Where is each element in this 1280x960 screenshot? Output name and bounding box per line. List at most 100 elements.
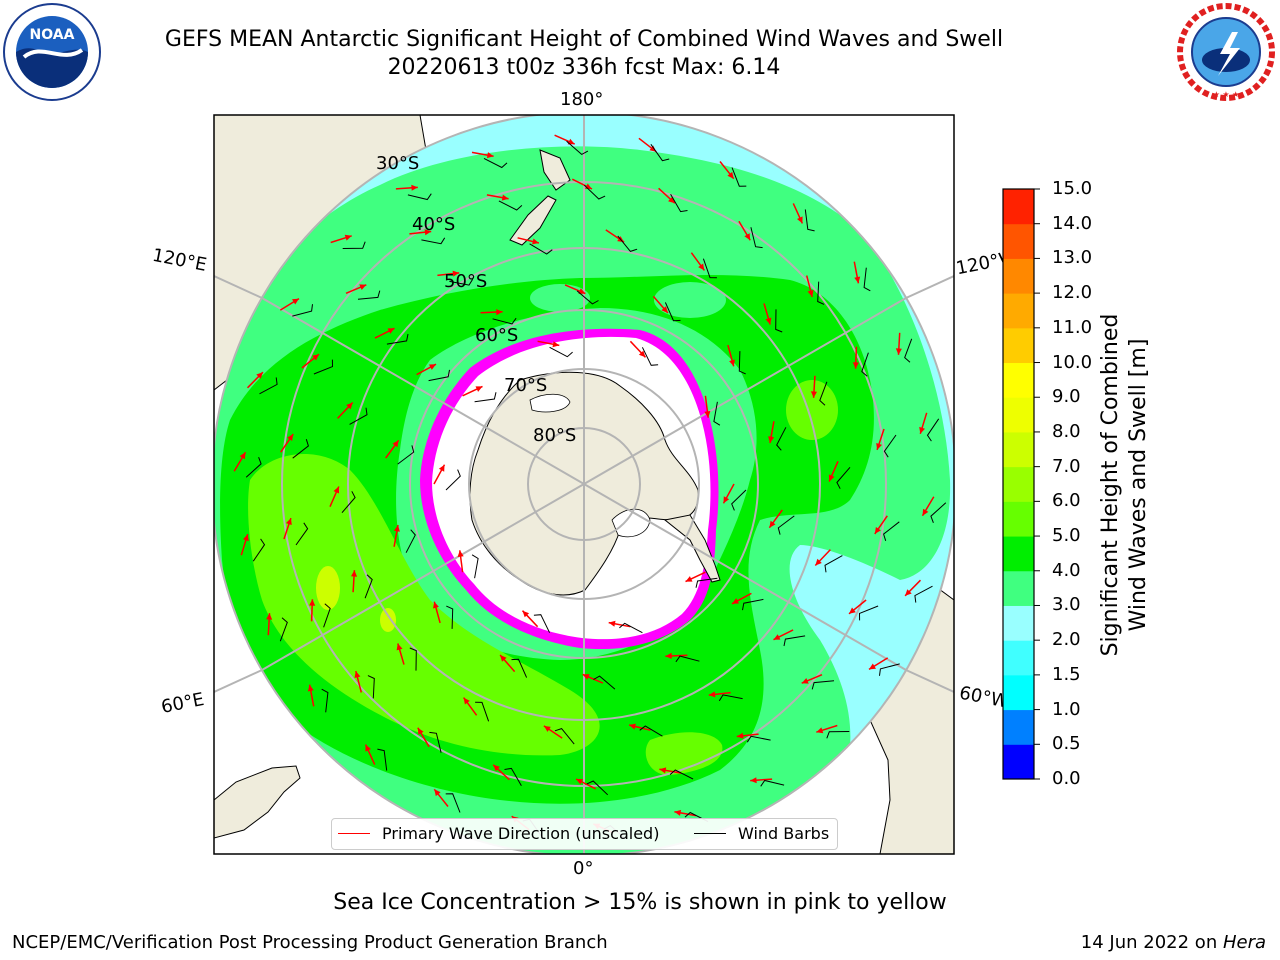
wave-arrow-head [815,558,822,566]
wave-arrow-head [333,486,340,494]
wind-barb [930,502,947,523]
wave-arrow-head [543,725,551,732]
wind-barb [377,748,388,771]
colorbar-tick-label: 0.0 [1052,768,1081,789]
wave-arrow-head [732,598,739,604]
wind-barb [879,663,900,676]
meridian-label-60e: 60°E [159,689,205,718]
colorbar-tick-label: 13.0 [1052,247,1093,269]
wind-barb [641,347,659,366]
wave-field-5m-b [645,732,723,776]
wind-barb [817,281,825,305]
colorbar-segment [1003,501,1034,537]
wave-field-3m-patch [786,380,838,440]
wind-barb [445,793,461,813]
colorbar-tick-label: 2.0 [1052,629,1081,651]
wave-arrow-head [765,317,772,325]
wave-arrow-head [852,362,859,369]
wave-arrow-head [801,678,809,684]
map-frame [213,114,955,855]
wave-arrow-head [365,744,371,752]
colorbar-tick-label: 8.0 [1052,420,1081,442]
wind-barb [777,515,795,535]
wind-barb [483,157,508,169]
wind-barb [904,338,913,363]
wind-barb [292,439,309,459]
wave-arrow-head [239,452,246,460]
wave-arrow-head [668,196,675,204]
parallel-label-30s: 30°S [376,153,419,174]
wave-arrow-head [411,184,418,191]
wind-barb [471,554,479,579]
wave-arrow-head [905,589,912,596]
wind-barb [279,617,288,642]
colorbar-tick-label: 15.0 [1052,178,1093,199]
wind-barb [836,466,851,489]
wave-arrow-head [433,601,439,609]
wave-arrow-head [629,723,636,730]
footer-host: Hera [1222,932,1266,953]
colorbar [1003,188,1040,780]
wave-arrow-head [895,348,902,355]
map-legend: Primary Wave Direction (unscaled) Wind B… [331,818,838,850]
graticule [214,115,954,854]
wave-arrow-head [392,440,399,448]
colorbar-tick-label: 10.0 [1052,351,1093,373]
colorbar-segment [1003,536,1034,572]
legend-item-wave-direction: Primary Wave Direction (unscaled) [338,824,659,843]
wave-arrow-head [661,306,668,313]
footer-credit: NCEP/EMC/Verification Post Processing Pr… [12,932,608,953]
wave-arrow-head [768,436,775,443]
wave-arrow-head [797,216,803,224]
wind-barb [504,767,522,786]
wind-barb [695,577,718,588]
wind-barb [664,302,681,322]
wind-barb [670,194,688,213]
wind-barb [341,491,356,514]
wave-arrow-head [312,354,319,361]
wind-barb [498,200,523,211]
wind-barb [342,241,366,249]
wind-barb [863,267,871,292]
wind-barb [776,427,787,451]
parallel-labels: 30°S 40°S 50°S 60°S 70°S 80°S [376,153,576,446]
colorbar-segment [1003,258,1034,294]
wind-barb [583,184,606,200]
wave-arrow-head [727,171,734,179]
wave-arrow-head [807,290,814,297]
wind-barb [474,392,497,403]
colorbar-segment [1003,362,1034,398]
wind-barb [529,243,553,255]
colorbar-segment [1003,709,1034,745]
wave-arrow-head [307,684,314,692]
wind-barb [731,489,747,511]
wave-arrow-head [874,527,881,534]
wind-barb [883,521,900,541]
wind-barb [313,359,334,375]
wave-arrow-head [493,764,500,772]
wind-barb [617,235,638,252]
wave-arrow-head [849,607,856,614]
wave-arrow-head [708,691,716,698]
new-zealand [509,149,571,246]
wave-arrow-head [608,620,616,627]
wind-barb [775,309,783,333]
wind-barb [824,555,843,573]
wind-barb [429,731,442,753]
wind-barb [295,522,309,546]
colorbar-frame [1002,188,1035,780]
wave-arrow-head [424,229,432,236]
wave-field-6m [316,566,340,610]
wave-arrow-head [919,426,925,434]
wind-barb [349,407,368,425]
wind-barb [713,401,721,426]
colorbar-tick-label: 14.0 [1052,212,1093,234]
chart-subtitle: 20220613 t00z 336h fcst Max: 6.14 [387,55,781,80]
wind-barb [554,728,575,745]
wave-arrow-head [351,570,358,577]
wave-arrow-head [552,341,560,348]
colorbar-label-line1: Significant Height of Combined [1098,313,1123,657]
parallel-label-50s: 50°S [444,271,487,292]
chart-title: GEFS MEAN Antarctic Significant Height o… [164,27,1004,52]
